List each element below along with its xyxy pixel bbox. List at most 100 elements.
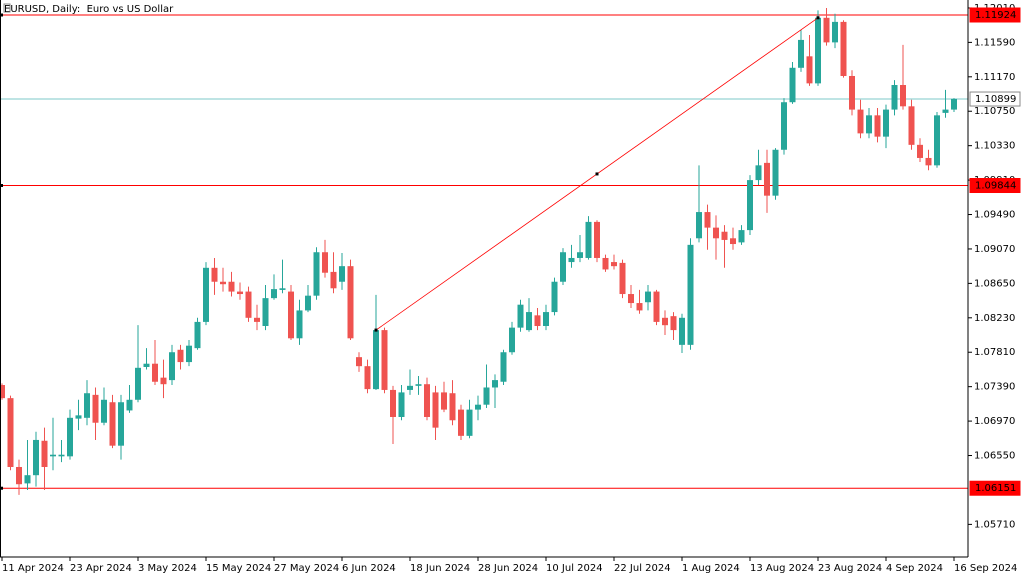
candle-body (194, 321, 201, 349)
candle-body (883, 109, 889, 137)
candle-body (628, 294, 634, 304)
candle-body (543, 312, 549, 327)
candle-body (330, 271, 337, 289)
candle-body (237, 291, 243, 295)
candle-body (135, 367, 141, 400)
y-tick-label: 1.08650 (974, 278, 1015, 289)
candle-body (152, 363, 158, 382)
candle-body (67, 417, 73, 457)
candle-body (441, 392, 447, 410)
candle-body (211, 267, 218, 282)
candle-body (0, 385, 5, 399)
candle-body (560, 252, 566, 282)
candle-body (313, 252, 320, 296)
level-line-tag (969, 480, 1021, 496)
candle-body (645, 291, 651, 303)
trend-anchor (595, 172, 599, 176)
level-anchor (0, 184, 3, 188)
candle-body (424, 384, 430, 417)
x-tick-label: 16 Sep 2024 (954, 563, 1017, 574)
candle-body (203, 267, 209, 322)
candle-body (58, 454, 65, 457)
candle-body (220, 281, 226, 285)
candle-body (305, 295, 311, 311)
candle-body (866, 115, 872, 134)
y-tick-label: 1.09490 (974, 210, 1015, 221)
candle-body (373, 330, 379, 390)
x-tick-label: 22 Jul 2024 (614, 563, 671, 574)
candle-body (526, 312, 532, 331)
candle-body (75, 415, 82, 419)
candle-body (849, 75, 855, 110)
candle-body (772, 149, 779, 196)
level-line-label: 1.11924 (975, 10, 1016, 21)
x-tick-label: 18 Jun 2024 (410, 563, 470, 574)
candle-body (653, 291, 660, 322)
candle-body (891, 85, 898, 110)
x-tick-label: 1 Aug 2024 (682, 563, 740, 574)
candle-body (670, 316, 677, 331)
candle-body (755, 165, 762, 181)
candle-body (279, 288, 286, 290)
candle-body (254, 317, 260, 322)
candle-body (390, 389, 396, 417)
x-tick-label: 11 Apr 2024 (2, 563, 64, 574)
candle-body (619, 262, 626, 295)
y-tick-label: 1.10750 (974, 106, 1015, 117)
candle-body (704, 212, 711, 228)
bid-line-tag (969, 91, 1021, 107)
x-tick-label: 27 May 2024 (274, 563, 339, 574)
candle-body (806, 56, 813, 84)
candle-body (347, 266, 354, 339)
candle-body (458, 409, 464, 436)
candle-body (33, 439, 39, 476)
candle-body (143, 363, 150, 367)
level-line-tag (969, 7, 1021, 23)
candle-body (934, 115, 940, 166)
trend-anchor (374, 328, 378, 332)
candle-body (169, 352, 175, 381)
y-tick-label: 1.11590 (974, 37, 1015, 48)
candle-body (24, 475, 31, 484)
candle-body (857, 109, 864, 134)
chart-title: EURUSD, Daily: Euro vs US Dollar (4, 4, 174, 15)
candle-body (339, 266, 345, 282)
candle-body (568, 257, 575, 263)
candle-body (577, 252, 583, 258)
candle-body (109, 402, 116, 446)
x-tick-label: 13 Aug 2024 (750, 563, 814, 574)
level-line-tag (969, 178, 1021, 194)
candle-body (713, 227, 719, 239)
candle-body (874, 115, 881, 137)
candle-body (41, 440, 48, 467)
candle-body (500, 352, 507, 382)
y-tick-label: 1.09070 (974, 244, 1015, 255)
candle-body (356, 357, 362, 367)
candle-body (492, 380, 498, 388)
x-tick-label: 15 May 2024 (206, 563, 271, 574)
y-tick-label: 1.07390 (974, 382, 1015, 393)
candle-body (900, 85, 906, 107)
candle-body (483, 387, 490, 405)
candle-body (636, 303, 643, 311)
x-tick-label: 10 Jul 2024 (546, 563, 603, 574)
candle-body (942, 109, 949, 113)
candle-body (92, 394, 99, 423)
y-tick-label: 1.11170 (974, 72, 1015, 83)
candle-body (126, 399, 133, 411)
candle-body (177, 349, 184, 363)
candle-body (186, 345, 192, 363)
candle-body (789, 67, 796, 103)
level-anchor (0, 13, 3, 17)
candle-body (832, 21, 838, 43)
candle-body (364, 366, 371, 390)
candle-body (687, 244, 694, 345)
candle-body (228, 281, 235, 292)
trend-anchor (816, 16, 820, 20)
y-tick-label: 1.10330 (974, 141, 1015, 152)
candle-body (407, 385, 413, 390)
candle-body (322, 252, 328, 273)
symbol-icon (3, 3, 11, 13)
